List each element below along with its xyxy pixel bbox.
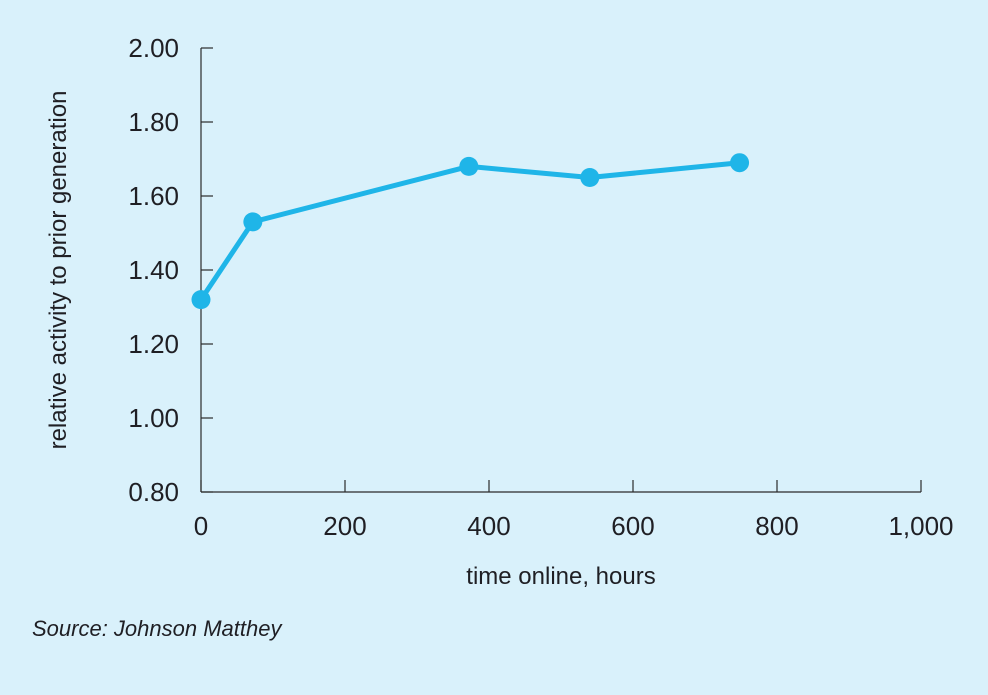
x-tick-label: 0: [194, 511, 208, 541]
chart-marks: [191, 153, 750, 310]
x-tick-label: 1,000: [888, 511, 953, 541]
series-line: [198, 160, 743, 303]
y-axis-title: relative activity to prior generation: [45, 91, 72, 450]
chart-axes: 0.80 1.00 1.20 1.40 1.60 1.80 2.00 0 200 400 600 80…: [128, 33, 953, 541]
y-tick-label: 1.60: [128, 181, 179, 211]
y-tick-label: 1.00: [128, 403, 179, 433]
y-tick-label: 1.40: [128, 255, 179, 285]
data-point: [580, 168, 600, 187]
data-point: [459, 156, 479, 176]
y-tick-label: 1.80: [128, 107, 179, 137]
x-tick-label: 400: [467, 511, 510, 541]
y-tick-label: 2.00: [128, 33, 179, 63]
y-tick-label: 0.80: [128, 477, 179, 507]
x-tick-label: 600: [611, 511, 654, 541]
data-point: [191, 290, 211, 310]
y-tick-label: 1.20: [128, 329, 179, 359]
x-tick-label: 200: [323, 511, 366, 541]
source-note: Source: Johnson Matthey: [32, 616, 282, 641]
x-tick-label: 800: [755, 511, 798, 541]
data-point: [243, 212, 263, 232]
x-axis-title: time online, hours: [466, 563, 655, 590]
data-point: [730, 153, 750, 173]
